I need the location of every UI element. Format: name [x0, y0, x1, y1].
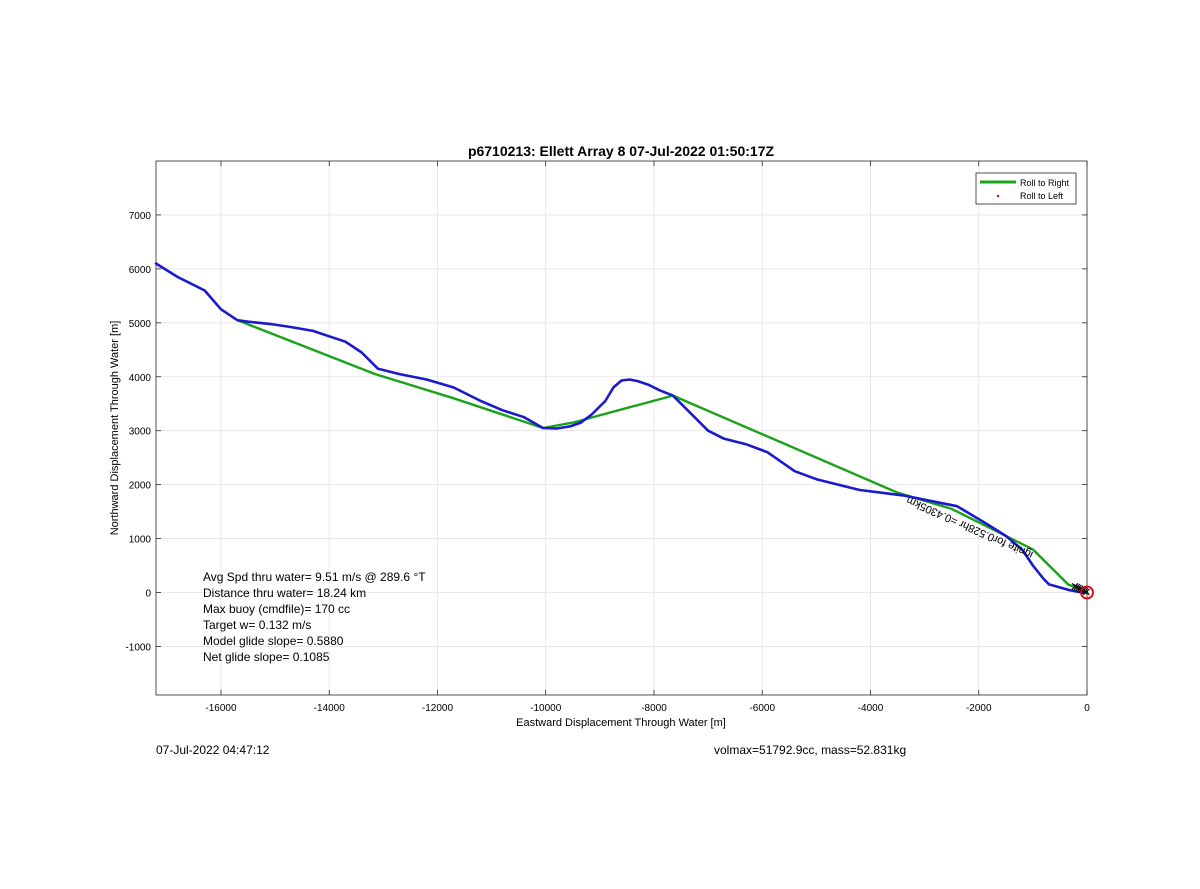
- y-tick-label: 0: [145, 589, 151, 600]
- y-tick-label: 5000: [129, 319, 152, 330]
- surfacing-mark: [1071, 582, 1079, 590]
- stat-avg-speed: Avg Spd thru water= 9.51 m/s @ 289.6 °T: [203, 570, 426, 584]
- footer-timestamp: 07-Jul-2022 04:47:12: [156, 743, 270, 757]
- end-position-marker: [1080, 585, 1094, 600]
- x-tick-label: -12000: [422, 703, 454, 714]
- legend-label-roll-right: Roll to Right: [1020, 178, 1070, 188]
- y-tick-label: 2000: [129, 481, 152, 492]
- legend[interactable]: Roll to Right Roll to Left: [975, 172, 1077, 205]
- x-tick-label: -8000: [641, 703, 667, 714]
- x-axis-label: Eastward Displacement Through Water [m]: [516, 717, 726, 729]
- legend-box: [975, 172, 1077, 205]
- x-tick-label: -6000: [749, 703, 775, 714]
- y-tick-label: 7000: [129, 211, 152, 222]
- footer-mass-info: volmax=51792.9cc, mass=52.831kg: [714, 743, 907, 757]
- y-axis-label: Northward Displacement Through Water [m]: [109, 321, 121, 536]
- plot-frame: [155, 160, 1088, 696]
- y-tick-label: 4000: [129, 373, 152, 384]
- surfacing-markers: [1071, 582, 1094, 600]
- x-tick-label: -2000: [966, 703, 992, 714]
- stat-distance: Distance thru water= 18.24 km: [203, 586, 366, 600]
- y-axis-ticks: -1000 0 1000 2000 3000 4000 5000 6000 7000: [125, 211, 1087, 653]
- stat-max-buoy: Max buoy (cmdfile)= 170 cc: [203, 602, 350, 616]
- x-axis-ticks: -16000 -14000 -12000 -10000 -8000 -6000 -4000 -…: [205, 161, 1090, 714]
- stat-net-glide: Net glide slope= 0.1085: [203, 650, 330, 664]
- stat-target-w: Target w= 0.132 m/s: [203, 618, 311, 632]
- plot-area: [156, 161, 1087, 695]
- x-tick-label: -16000: [205, 703, 237, 714]
- legend-label-roll-left: Roll to Left: [1020, 191, 1064, 201]
- x-tick-label: -10000: [530, 703, 562, 714]
- y-tick-label: 3000: [129, 427, 152, 438]
- chart-title: p6710213: Ellett Array 8 07-Jul-2022 01:…: [468, 143, 775, 159]
- y-tick-label: 1000: [129, 535, 152, 546]
- y-tick-label: -1000: [125, 642, 151, 653]
- x-tick-label: 0: [1084, 703, 1090, 714]
- x-tick-label: -14000: [314, 703, 346, 714]
- y-tick-label: 6000: [129, 265, 152, 276]
- stats-block: Avg Spd thru water= 9.51 m/s @ 289.6 °T …: [203, 570, 426, 664]
- stat-model-glide: Model glide slope= 0.5880: [203, 634, 344, 648]
- series-track-line: [154, 262, 1089, 594]
- series-layer: [154, 262, 1089, 594]
- x-tick-label: -4000: [858, 703, 884, 714]
- legend-swatch-roll-left: [996, 194, 1000, 198]
